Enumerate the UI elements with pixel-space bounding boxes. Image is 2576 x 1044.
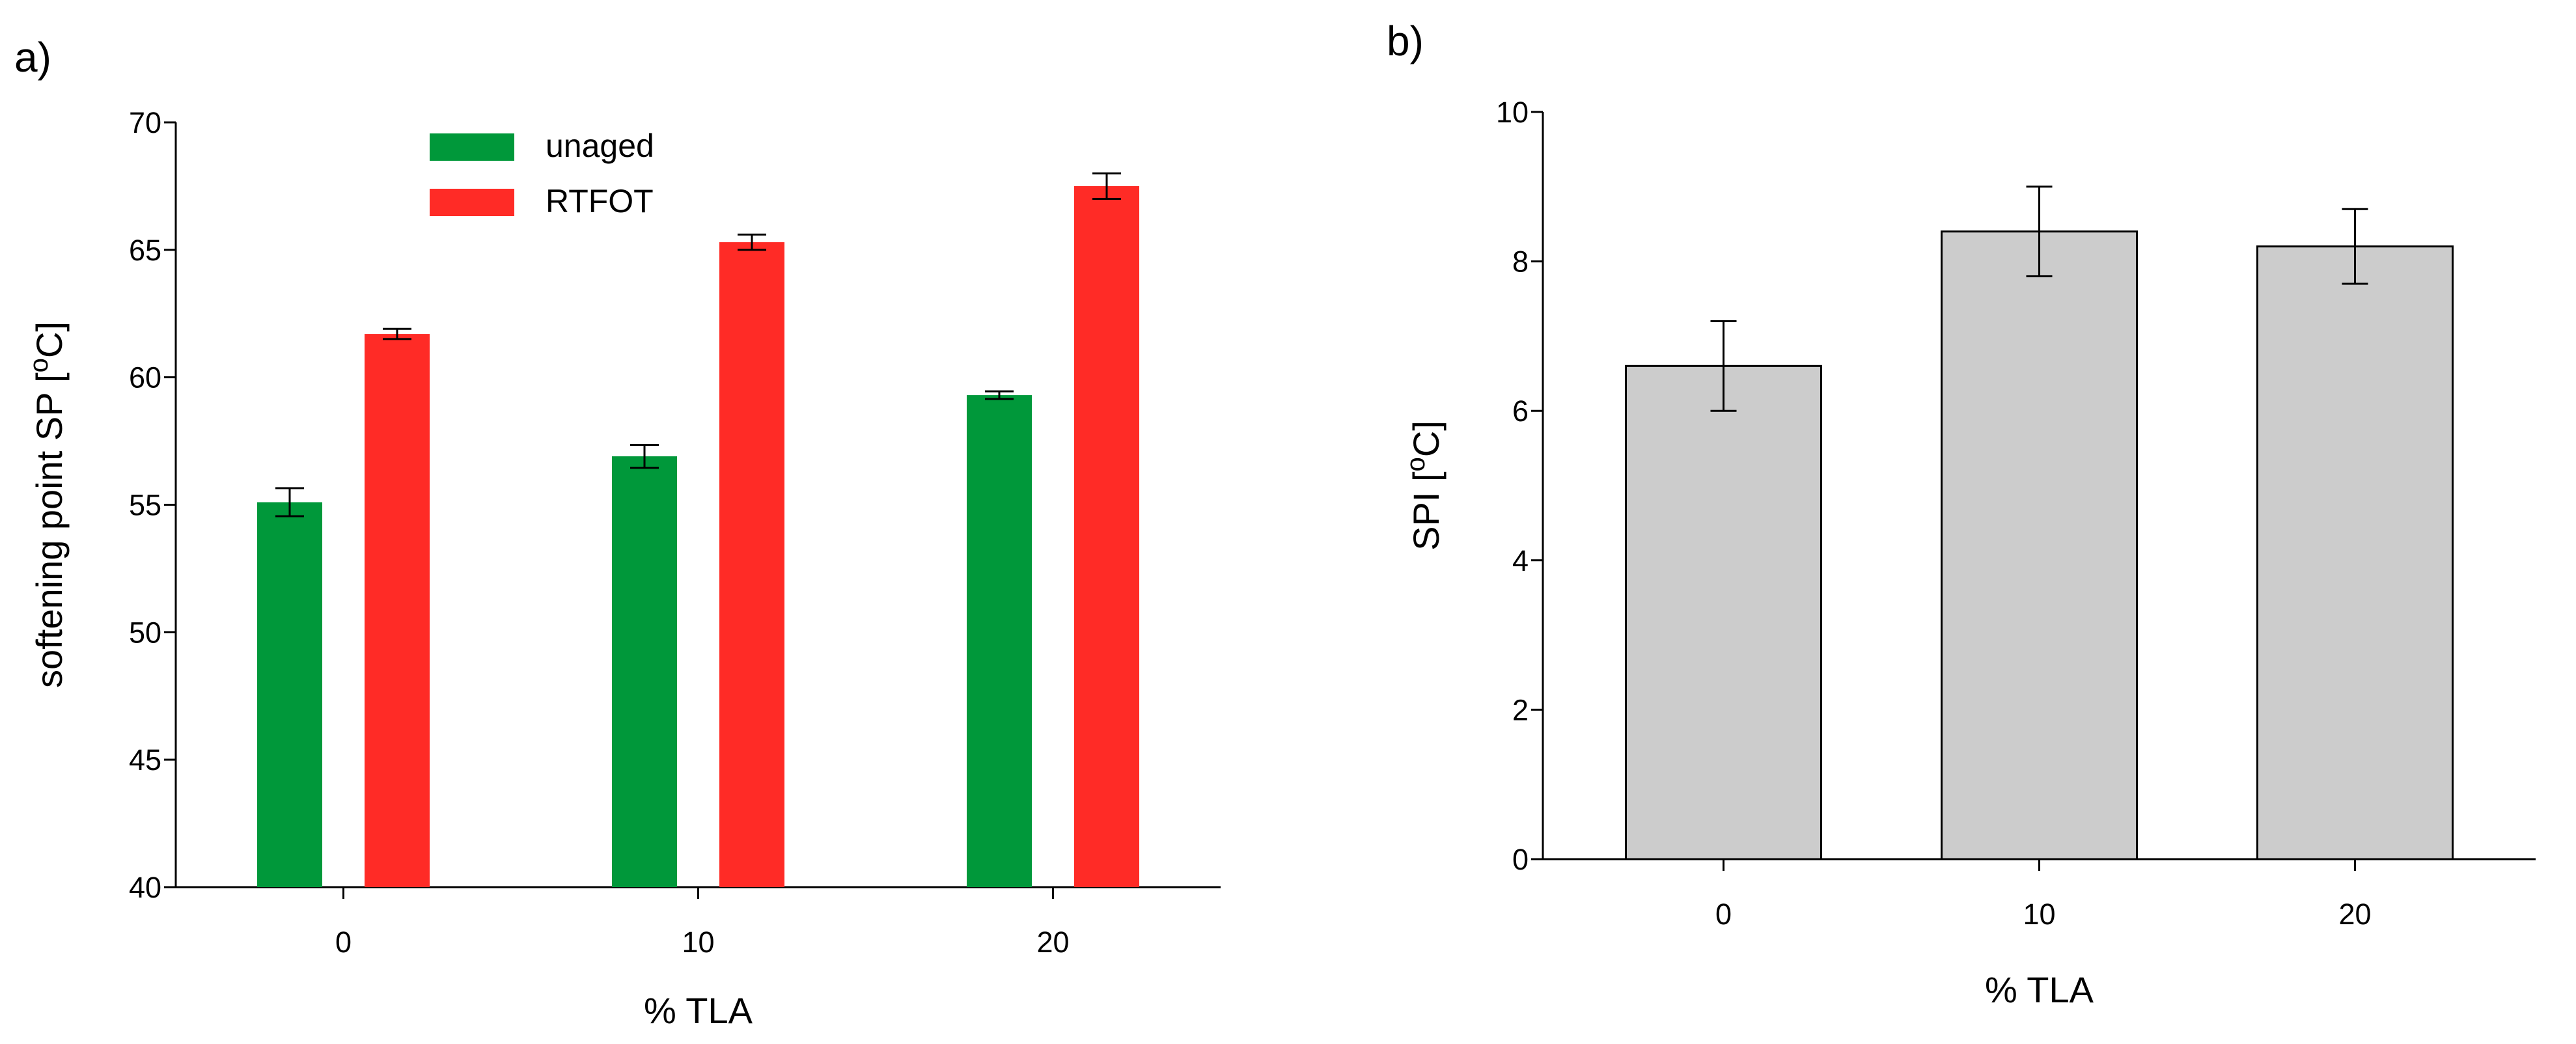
y-axis-title: SPI [oC]: [1402, 420, 1447, 551]
y-axis-title-unit: C]: [1406, 420, 1447, 457]
y-tick-label: 45: [129, 743, 161, 776]
bar-spi-10: [1941, 230, 2138, 860]
chart-softening-point: 40 45 50 55 60 65 70 0 10 20 % TLA softening point …: [25, 106, 1221, 1031]
panel-a-label: a): [14, 34, 51, 81]
legend-swatch-rtfot: [430, 189, 514, 216]
y-tick-label: 10: [1496, 96, 1529, 129]
legend-label-rtfot: RTFOT: [546, 183, 654, 219]
y-axis-title-superscript: o: [25, 358, 53, 372]
chart-spi: 0 2 4 6 8 10 0 10 20 % TLA SPI [oC]: [1402, 96, 2536, 1010]
legend-swatch-unaged: [430, 133, 514, 161]
x-tick-label: 20: [2338, 898, 2371, 931]
y-tick-label: 2: [1512, 693, 1529, 726]
x-tick-label: 20: [1036, 926, 1069, 959]
bar-unaged-20: [967, 395, 1032, 887]
y-tick-label: 0: [1512, 843, 1529, 876]
bar-rtfot-0: [365, 334, 430, 887]
y-tick-label: 8: [1512, 245, 1529, 279]
x-tick-label: 0: [335, 926, 352, 959]
x-tick-label: 10: [682, 926, 714, 959]
y-axis-title: softening point SP [oC]: [25, 322, 70, 688]
y-axis-title-superscript: o: [1402, 457, 1430, 471]
y-axis-title-unit: C]: [29, 322, 70, 358]
bar-unaged-0: [257, 502, 322, 887]
x-axis-title: % TLA: [1985, 969, 2094, 1010]
legend: unaged RTFOT: [430, 128, 654, 219]
legend-label-unaged: unaged: [546, 128, 654, 164]
y-tick-label: 55: [129, 489, 161, 522]
bar-spi-0: [1625, 364, 1822, 860]
bar-spi-20: [2256, 245, 2454, 860]
x-axis-title: % TLA: [644, 990, 753, 1031]
y-axis-title-main: SPI [: [1406, 471, 1447, 551]
panel-b-label: b): [1387, 18, 1424, 64]
x-tick-label: 0: [1715, 898, 1732, 931]
bar-rtfot-10: [719, 242, 784, 887]
bar-unaged-10: [612, 456, 677, 887]
y-tick-label: 4: [1512, 544, 1529, 577]
y-axis-title-main: softening point SP [: [29, 372, 70, 688]
y-tick-label: 65: [129, 234, 161, 267]
y-tick-label: 60: [129, 361, 161, 394]
bar-rtfot-20: [1074, 185, 1139, 888]
y-tick-label: 6: [1512, 394, 1529, 428]
x-tick-label: 10: [2023, 898, 2055, 931]
y-tick-label: 70: [129, 106, 161, 139]
y-tick-label: 50: [129, 616, 161, 649]
y-tick-label: 40: [129, 871, 161, 904]
